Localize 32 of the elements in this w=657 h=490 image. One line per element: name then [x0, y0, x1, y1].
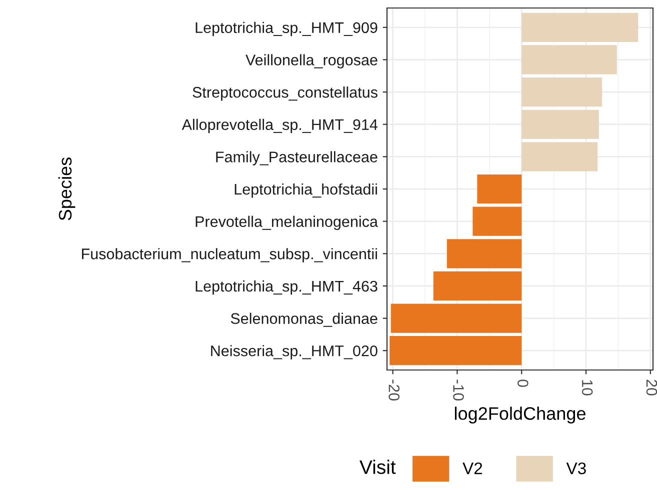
bar [522, 12, 638, 42]
y-tick-label: Veillonella_rogosae [246, 54, 378, 68]
bar [522, 110, 599, 139]
y-tick-label: Alloprevotella_sp._HMT_914 [182, 118, 378, 134]
y-tick-label: Fusobacterium_nucleatum_subsp._vincentii [82, 248, 377, 262]
y-tick-label: Leptotrichia_hofstadii [234, 183, 377, 198]
bar [446, 239, 522, 268]
x-tick-label: -10 [453, 380, 464, 401]
bar [472, 206, 522, 236]
y-tick-label: Neisseria_sp._HMT_020 [211, 345, 378, 360]
legend-label: V3 [566, 462, 586, 474]
x-tick-label: -20 [388, 380, 400, 401]
x-tick-label: 0 [518, 380, 528, 387]
bar [390, 336, 522, 366]
bar [477, 174, 522, 204]
bar [522, 77, 602, 107]
y-tick-label: Streptococcus_constellatus [192, 86, 378, 101]
y-tick-label: Leptotrichia_sp._HMT_909 [196, 22, 378, 36]
legend-label: V2 [462, 462, 482, 474]
legend-title: Visit [360, 460, 396, 474]
bar [522, 45, 617, 74]
y-tick-label: Family_Pasteurellaceae [216, 151, 378, 166]
y-tick-label: Prevotella_melaninogenica [196, 216, 378, 230]
y-tick-label: Leptotrichia_sp._HMT_463 [196, 280, 378, 295]
bar [522, 142, 598, 172]
x-tick-label: 20 [646, 380, 657, 396]
y-axis-title: Species [58, 158, 76, 220]
x-axis-title: log2FoldChange [454, 406, 586, 424]
bar [390, 304, 522, 333]
x-tick-label: 10 [582, 380, 593, 396]
y-tick-label: Selenomonas_dianae [230, 312, 378, 327]
bar [433, 271, 522, 301]
